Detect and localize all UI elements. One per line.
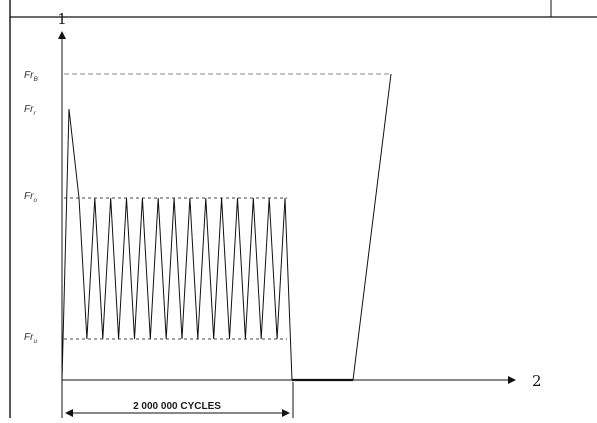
y-axis-label: 1 [57,10,67,28]
break-load-path [284,73,392,381]
level-label-fru: Fru [24,332,37,345]
level-label-fro: Fro [24,191,37,204]
span-label: 2 000 000 CYCLES [133,401,221,412]
level-label-frb: FrB [24,70,38,83]
cyclic-load-wave [78,197,286,340]
level-label-frr: Frr [24,104,36,117]
initial-load-spike [61,108,80,381]
x-axis-label: 2 [532,372,542,390]
